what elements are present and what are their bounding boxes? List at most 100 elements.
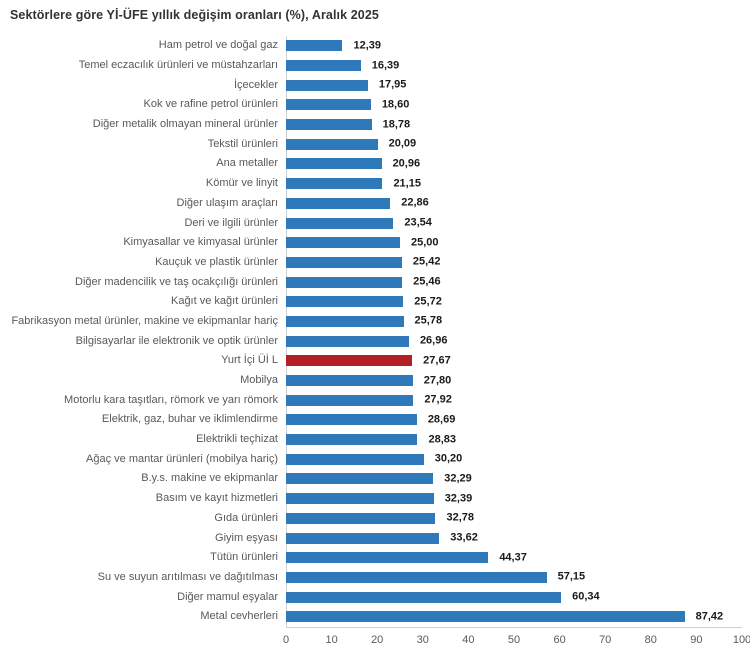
category-label: Kimyasallar ve kimyasal ürünler bbox=[123, 236, 278, 249]
category-label: Basım ve kayıt hizmetleri bbox=[155, 492, 278, 505]
value-label: 57,15 bbox=[557, 570, 586, 583]
value-label: 17,95 bbox=[378, 78, 407, 91]
bar-track: 28,69 bbox=[286, 413, 742, 426]
bar-track: 32,78 bbox=[286, 511, 742, 524]
chart-row: Elektrik, gaz, buhar ve iklimlendirme 28,… bbox=[8, 410, 742, 430]
value-label: 87,42 bbox=[695, 610, 724, 623]
bar[interactable] bbox=[286, 375, 413, 387]
bar[interactable] bbox=[286, 178, 383, 190]
bar-track: 18,78 bbox=[286, 119, 742, 131]
value-label: 18,60 bbox=[381, 98, 410, 111]
chart-row: Tekstil ürünleri 20,09 bbox=[8, 134, 742, 154]
value-label: 44,37 bbox=[499, 551, 527, 564]
bar[interactable] bbox=[286, 473, 434, 485]
category-label: Ana metaller bbox=[216, 157, 278, 170]
bar[interactable] bbox=[286, 217, 394, 229]
value-label: 25,72 bbox=[414, 295, 442, 308]
category-label: Diğer mamul eşyalar bbox=[177, 590, 278, 603]
bar[interactable] bbox=[286, 512, 436, 524]
chart-row: Fabrikasyon metal ürünler, makine ve eki… bbox=[8, 312, 742, 332]
bar[interactable] bbox=[286, 453, 424, 465]
category-label: Giyim eşyası bbox=[215, 531, 278, 544]
bar[interactable] bbox=[286, 611, 685, 623]
x-axis-tick: 50 bbox=[507, 633, 521, 646]
bar[interactable] bbox=[286, 276, 403, 288]
value-label: 28,69 bbox=[427, 413, 456, 426]
bar[interactable] bbox=[286, 552, 489, 564]
category-label: Temel eczacılık ürünleri ve müstahzarlar… bbox=[78, 59, 278, 72]
x-axis-tick: 100 bbox=[732, 633, 750, 646]
bar[interactable] bbox=[286, 99, 371, 111]
value-label: 20,96 bbox=[392, 157, 421, 170]
value-label: 32,78 bbox=[446, 511, 474, 524]
bar-track: 44,37 bbox=[286, 551, 742, 564]
value-label: 30,20 bbox=[434, 452, 463, 465]
value-label: 21,15 bbox=[393, 177, 421, 190]
x-axis-tick: 10 bbox=[325, 633, 338, 646]
value-label: 26,96 bbox=[419, 334, 448, 347]
bar-track: 25,78 bbox=[286, 315, 742, 327]
bar[interactable] bbox=[286, 493, 434, 505]
category-label: Gıda ürünleri bbox=[214, 511, 278, 524]
bar[interactable] bbox=[286, 315, 404, 327]
category-label: Elektrikli teçhizat bbox=[196, 433, 278, 446]
bar-track: 32,29 bbox=[286, 473, 742, 485]
bar[interactable] bbox=[286, 335, 409, 347]
chart-title: Sektörlere göre Yİ-ÜFE yıllık değişim or… bbox=[10, 8, 379, 22]
category-label: Ham petrol ve doğal gaz bbox=[158, 39, 278, 52]
value-label: 32,39 bbox=[444, 492, 473, 505]
bar[interactable] bbox=[286, 237, 400, 249]
chart-row: Diğer madencilik ve taş ocakçılığı ürünl… bbox=[8, 272, 742, 292]
chart-row: Deri ve ilgili ürünler 23,54 bbox=[8, 213, 742, 233]
category-label: Tütün ürünleri bbox=[210, 551, 278, 564]
bar-track: 25,46 bbox=[286, 276, 742, 288]
bar[interactable] bbox=[286, 591, 562, 603]
bar[interactable] bbox=[286, 571, 547, 583]
bar[interactable] bbox=[286, 60, 361, 72]
value-label: 27,67 bbox=[423, 354, 451, 367]
bar[interactable] bbox=[286, 138, 378, 150]
category-label: Diğer madencilik ve taş ocakçılığı ürünl… bbox=[75, 275, 278, 288]
bar[interactable] bbox=[286, 197, 391, 209]
bar[interactable] bbox=[286, 158, 382, 170]
category-label: Elektrik, gaz, buhar ve iklimlendirme bbox=[101, 413, 278, 426]
x-axis-tick: 0 bbox=[282, 633, 290, 646]
value-label: 16,39 bbox=[371, 59, 400, 72]
category-label: Fabrikasyon metal ürünler, makine ve eki… bbox=[11, 314, 278, 327]
chart-row: Basım ve kayıt hizmetleri 32,39 bbox=[8, 489, 742, 509]
chart-row: Gıda ürünleri 32,78 bbox=[8, 509, 742, 529]
bar-track: 20,96 bbox=[286, 157, 742, 170]
bar[interactable] bbox=[286, 40, 343, 52]
value-label: 25,00 bbox=[411, 236, 439, 249]
bar-track: 60,34 bbox=[286, 591, 742, 603]
category-label: Kauçuk ve plastik ürünler bbox=[155, 255, 278, 268]
chart-rows: Ham petrol ve doğal gaz 12,39 Temel eczacı… bbox=[8, 36, 742, 627]
bar[interactable] bbox=[286, 394, 414, 406]
chart-row: Tütün ürünleri 44,37 bbox=[8, 548, 742, 568]
value-label: 22,86 bbox=[401, 196, 429, 209]
x-axis-tick: 40 bbox=[462, 633, 475, 646]
category-label: Tekstil ürünleri bbox=[207, 137, 278, 150]
bar-highlight[interactable] bbox=[286, 355, 413, 367]
bar[interactable] bbox=[286, 79, 368, 91]
x-axis-tick: 60 bbox=[553, 633, 566, 646]
bar-track: 16,39 bbox=[286, 59, 742, 72]
chart-row: Temel eczacılık ürünleri ve müstahzarlar… bbox=[8, 56, 742, 76]
bar[interactable] bbox=[286, 414, 417, 426]
category-label: Su ve suyun arıtılması ve dağıtılması bbox=[97, 570, 278, 583]
bar-track: 21,15 bbox=[286, 177, 742, 190]
value-label: 28,83 bbox=[428, 433, 456, 446]
bar-track: 27,92 bbox=[286, 394, 742, 406]
bar[interactable] bbox=[286, 296, 404, 308]
bar[interactable] bbox=[286, 434, 418, 446]
category-label: İçecekler bbox=[233, 78, 278, 91]
value-label: 23,54 bbox=[404, 216, 432, 229]
bar[interactable] bbox=[286, 119, 372, 131]
bar[interactable] bbox=[286, 532, 440, 544]
chart-row: Yurt İçi Üİ L 27,67 bbox=[8, 351, 742, 371]
chart-row: Kauçuk ve plastik ürünler 25,42 bbox=[8, 253, 742, 273]
bar-track: 27,80 bbox=[286, 375, 742, 387]
bar[interactable] bbox=[286, 256, 402, 268]
chart-row: Kağıt ve kağıt ürünleri 25,72 bbox=[8, 292, 742, 312]
